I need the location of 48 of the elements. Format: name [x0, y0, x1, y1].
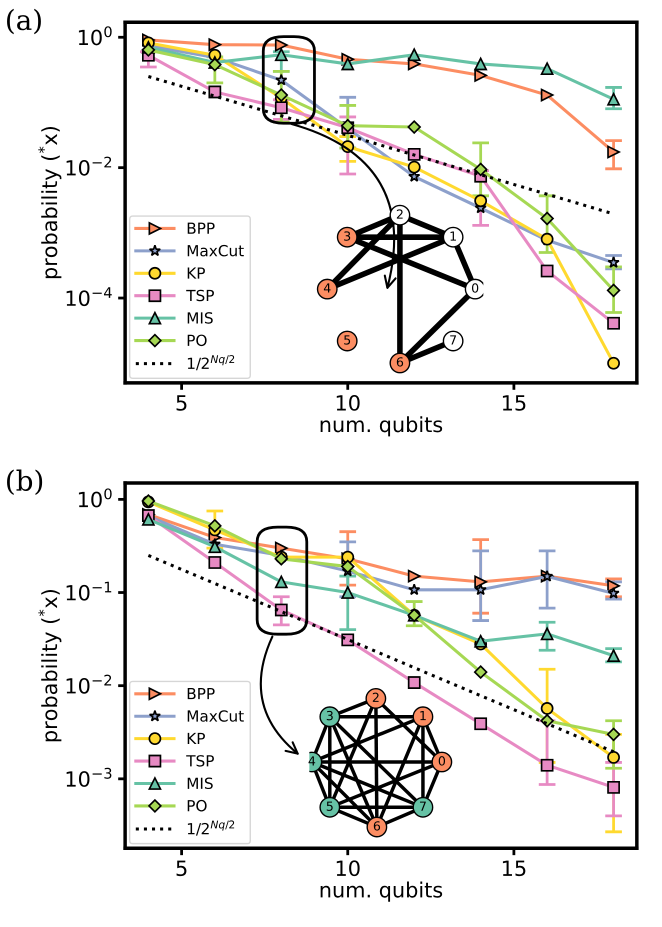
legend-label: MIS: [188, 312, 213, 324]
x-axis-title: num. qubits: [320, 882, 442, 902]
x-tick-label: 5: [176, 395, 186, 411]
x-axis-title: num. qubits: [320, 416, 442, 436]
annotation: 0: [472, 283, 478, 293]
legend-label: KP: [188, 732, 205, 744]
annotation: 1: [420, 711, 426, 720]
annotation: 4: [324, 283, 331, 293]
annotation: 5: [326, 802, 333, 811]
annotation: 2: [396, 209, 403, 219]
annotation: 0: [438, 756, 446, 766]
legend-label: BPP: [188, 222, 215, 234]
annotation: 6: [396, 357, 404, 367]
y-tick-label: 10$^{−2}$: [66, 674, 112, 694]
legend-label: PO: [188, 800, 207, 812]
y-tick-label: 10$^{0}$: [78, 26, 112, 46]
annotation: 1: [450, 232, 456, 241]
legend-label: PO: [188, 334, 207, 346]
annotation: 7: [420, 802, 426, 811]
legend-label: TSP: [186, 755, 214, 767]
chart-title: (b): [7, 470, 42, 495]
y-tick-label: 10$^{−3}$: [66, 768, 112, 787]
legend-label: MIS: [188, 778, 213, 790]
y-tick-label: 10$^{−2}$: [66, 156, 112, 176]
x-tick-label: 10: [336, 860, 360, 876]
x-tick-label: 15: [502, 860, 526, 876]
y-tick-label: 10$^{−4}$: [66, 287, 112, 306]
y-axis-title: probability ($^{*}$x): [38, 126, 62, 278]
legend-label: 1/2$^{Nq/2}$: [188, 355, 234, 370]
legend-label: KP: [188, 267, 205, 279]
legend-label: TSP: [186, 290, 214, 302]
y-tick-label: 10$^{0}$: [78, 488, 112, 508]
x-tick-label: 10: [336, 395, 360, 411]
annotation: 5: [344, 335, 350, 345]
legend-label: BPP: [188, 688, 215, 700]
y-axis-title: probability ($^{*}$x): [38, 590, 62, 742]
legend-label: MaxCut: [188, 710, 244, 722]
annotation: 3: [344, 231, 350, 241]
annotation: 3: [326, 710, 333, 720]
chart-title: (a): [7, 8, 41, 34]
y-tick-label: 10$^{−1}$: [66, 582, 112, 601]
annotation: 6: [374, 821, 380, 831]
x-tick-label: 5: [176, 860, 186, 876]
annotation: 7: [450, 335, 456, 344]
legend-label: 1/2$^{Nq/2}$: [188, 820, 234, 836]
legend-label: MaxCut: [188, 244, 244, 256]
x-tick-label: 15: [502, 395, 526, 411]
annotation: 2: [372, 692, 379, 702]
